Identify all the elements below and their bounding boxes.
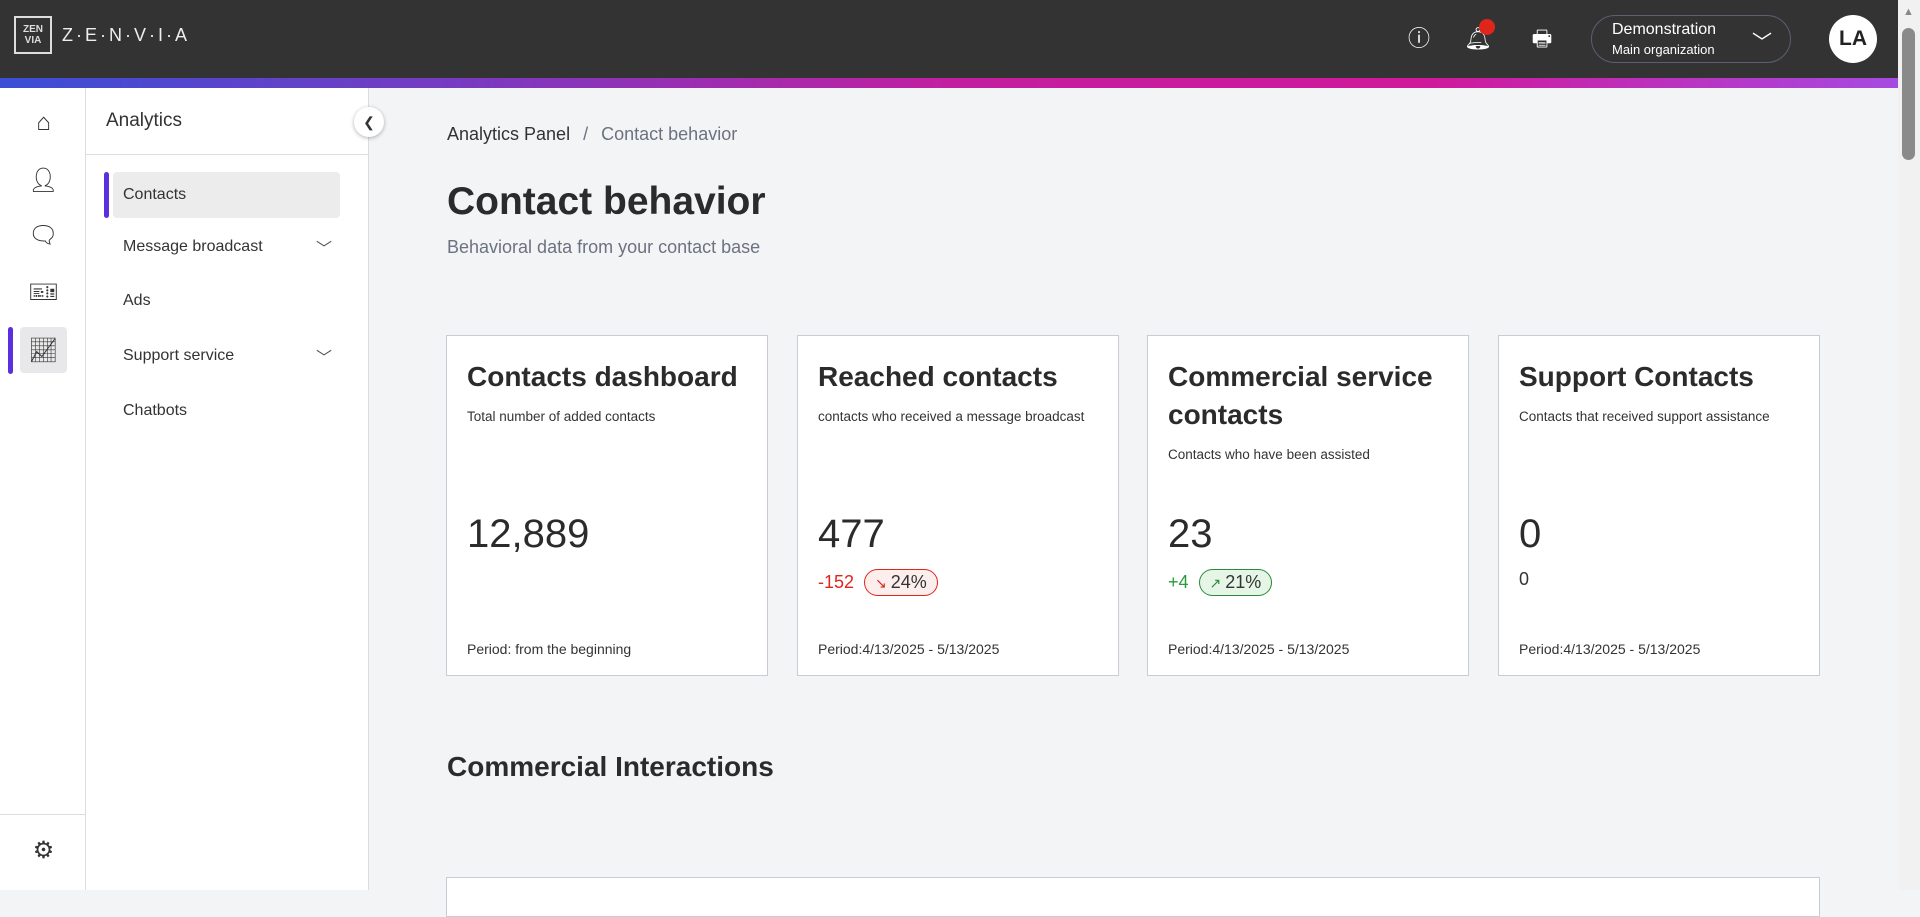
page-title: Contact behavior	[447, 180, 766, 223]
collapse-sidebar-button[interactable]: ❮	[354, 107, 384, 137]
card-value: 23	[1168, 512, 1213, 556]
card-title: Support Contacts	[1519, 361, 1754, 392]
delta-value: +4	[1168, 572, 1189, 592]
sidebar-item-label: Support service	[123, 347, 235, 364]
org-name: Demonstration	[1612, 21, 1717, 38]
card-value: 0	[1519, 512, 1542, 556]
sidebar-item-label: Chatbots	[123, 402, 188, 419]
section-title: Commercial Interactions	[447, 751, 774, 782]
scroll-up-icon[interactable]: ▲	[1903, 6, 1914, 18]
delta-value: 0	[1519, 569, 1530, 589]
card-description: Contacts who have been assisted	[1168, 447, 1370, 462]
analytics-icon[interactable]: 📈︎	[20, 327, 67, 373]
sidebar-item-ads[interactable]: Ads	[113, 278, 340, 324]
brand-name: Z·E·N·V·I·A	[62, 24, 190, 45]
sidebar-item-label: Ads	[123, 292, 151, 309]
sidebar-item-message-broadcast[interactable]: Message broadcast ﹀	[113, 224, 340, 270]
active-indicator	[104, 172, 109, 218]
sidebar-item-contacts[interactable]: Contacts	[113, 172, 340, 218]
arrow-down-right-icon: ↘	[875, 575, 887, 591]
sidebar-item-chatbots[interactable]: Chatbots	[113, 388, 340, 434]
sidebar: Analytics Contacts Message broadcast ﹀ Ad…	[86, 88, 369, 890]
breadcrumb-parent[interactable]: Analytics Panel	[447, 124, 571, 144]
breadcrumb: Analytics Panel / Contact behavior	[447, 124, 737, 145]
chevron-down-icon: ﹀	[1752, 32, 1772, 54]
card-value: 477	[818, 512, 885, 556]
printer-icon[interactable]: 🖶	[1531, 26, 1553, 51]
card-title: Contacts dashboard	[467, 361, 738, 392]
sidebar-title: Analytics	[106, 110, 183, 131]
arrow-up-right-icon: ↗	[1209, 575, 1222, 591]
chevron-down-icon: ﹀	[315, 350, 332, 367]
metric-card-contacts-dashboard: Contacts dashboard Total number of added…	[446, 335, 768, 676]
page-subtitle: Behavioral data from your contact base	[447, 237, 761, 257]
metric-card-commercial-service: Commercial service contacts Contacts who…	[1147, 335, 1469, 676]
card-title: Commercial service contacts	[1168, 361, 1433, 430]
card-delta: +4 ↗ 21%	[1168, 569, 1273, 596]
org-sub: Main organization	[1612, 42, 1715, 57]
card-period: Period:4/13/2025 - 5/13/2025	[1519, 641, 1701, 657]
home-icon[interactable]: ⌂	[36, 109, 51, 136]
zenvia-logo[interactable]: ZEN VIA Z·E·N·V·I·A	[14, 16, 190, 54]
card-description: Contacts that received support assistanc…	[1519, 409, 1770, 424]
card-period: Period:4/13/2025 - 5/13/2025	[1168, 641, 1350, 657]
card-description: contacts who received a message broadcas…	[818, 409, 1085, 424]
scroll-thumb[interactable]	[1902, 28, 1915, 160]
avatar[interactable]: LA	[1829, 15, 1877, 63]
sidebar-item-support-service[interactable]: Support service ﹀	[113, 333, 340, 379]
notification-dot	[1479, 19, 1495, 35]
card-value: 12,889	[467, 512, 590, 556]
icon-rail: ⌂ 👤︎ 🗨︎ 🎫︎ 📈︎ ⚙	[0, 88, 86, 890]
ticket-icon[interactable]: 🎫︎	[28, 278, 59, 306]
top-bar: ZEN VIA Z·E·N·V·I·A ⓘ 🔔︎ 🖶 Demonstration …	[0, 0, 1898, 78]
user-icon[interactable]: 👤︎	[28, 166, 59, 194]
sidebar-item-label: Contacts	[123, 186, 187, 203]
divider	[86, 154, 369, 155]
breadcrumb-separator: /	[583, 124, 589, 144]
sidebar-item-label: Message broadcast	[123, 238, 263, 255]
trend-percent: 21%	[1225, 572, 1262, 592]
chevron-down-icon: ﹀	[315, 241, 332, 258]
organization-selector[interactable]: Demonstration Main organization ﹀	[1591, 15, 1791, 63]
help-icon[interactable]: ⓘ	[1407, 26, 1430, 51]
card-delta: -152 ↘ 24%	[818, 569, 938, 596]
card-title: Reached contacts	[818, 361, 1058, 392]
trend-badge: ↘ 24%	[864, 569, 938, 596]
logo-mark: ZEN VIA	[14, 16, 52, 54]
card-period: Period: from the beginning	[467, 641, 632, 657]
active-indicator	[8, 327, 13, 374]
delta-value: -152	[818, 572, 855, 592]
commercial-interactions-card	[446, 877, 1820, 917]
trend-badge: ↗ 21%	[1198, 569, 1273, 596]
scrollbar[interactable]: ▲	[1898, 0, 1920, 890]
trend-percent: 24%	[890, 572, 927, 592]
gear-icon[interactable]: ⚙	[32, 836, 55, 864]
gradient-bar	[0, 78, 1898, 88]
chat-icon[interactable]: 🗨︎	[28, 221, 59, 249]
divider	[0, 814, 86, 815]
breadcrumb-current: Contact behavior	[601, 124, 738, 144]
card-period: Period:4/13/2025 - 5/13/2025	[818, 641, 1000, 657]
card-delta: 0	[1519, 569, 1529, 590]
metric-card-support-contacts: Support Contacts Contacts that received …	[1498, 335, 1820, 676]
metric-card-reached-contacts: Reached contacts contacts who received a…	[797, 335, 1119, 676]
card-description: Total number of added contacts	[467, 409, 656, 424]
chevron-left-icon: ❮	[363, 113, 375, 130]
